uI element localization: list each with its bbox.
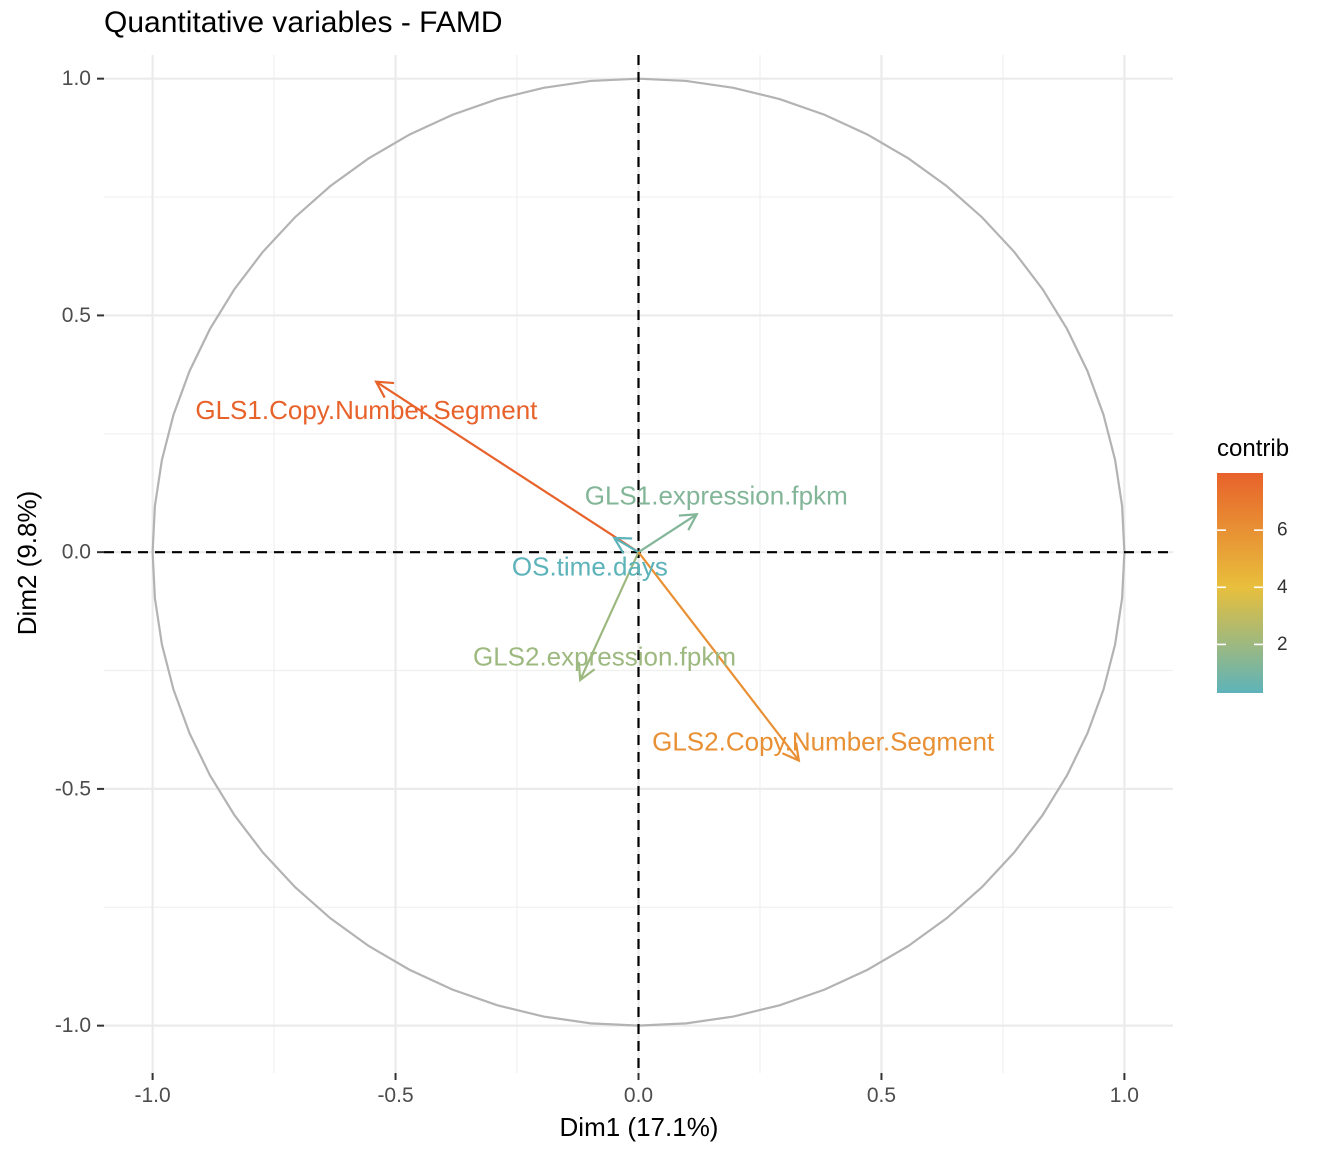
contrib-legend: contrib 2 4 6: [1217, 435, 1289, 693]
arrow-shaft: [375, 380, 640, 554]
legend-colorbar: [1217, 473, 1263, 693]
arrow-shaft: [637, 551, 800, 762]
variable-labels: GLS1.Copy.Number.Segment GLS1.expression.…: [195, 395, 995, 756]
variable-label: GLS1.Copy.Number.Segment: [195, 395, 538, 425]
x-tick-label: -1.0: [134, 1084, 170, 1107]
x-axis-ticks: -1.0 -0.5 0.0 0.5 1.0: [134, 1073, 1139, 1107]
variable-label: OS.time.days: [512, 551, 668, 581]
y-tick-label: 1.0: [62, 67, 91, 90]
variable-arrow: [577, 551, 640, 683]
legend-tick-label: 2: [1277, 634, 1288, 655]
variable-label: GLS1.expression.fpkm: [585, 480, 848, 510]
variable-label: GLS2.expression.fpkm: [473, 641, 736, 671]
y-tick-label: -0.5: [55, 777, 91, 800]
legend-tick-label: 4: [1277, 577, 1288, 598]
variable-label: GLS2.Copy.Number.Segment: [652, 727, 995, 757]
legend-ticks: 2 4 6: [1217, 520, 1288, 655]
chart-title: Quantitative variables - FAMD: [104, 6, 502, 39]
x-tick-label: 0.0: [624, 1084, 653, 1107]
y-tick-label: 0.5: [62, 304, 91, 327]
arrow-head: [374, 380, 395, 399]
legend-title: contrib: [1217, 435, 1289, 462]
x-axis-title: Dim1 (17.1%): [560, 1112, 719, 1142]
variable-arrow: [637, 513, 699, 554]
x-tick-label: 0.5: [867, 1084, 896, 1107]
unit-circle: [151, 77, 1126, 1027]
arrow-head: [612, 536, 633, 554]
arrow-shaft: [579, 551, 640, 681]
x-tick-label: -0.5: [377, 1084, 413, 1107]
variable-arrow: [612, 536, 640, 554]
arrow-head: [678, 513, 699, 531]
y-axis-ticks: -1.0 -0.5 0.0 0.5 1.0: [55, 67, 104, 1037]
variable-arrow: [374, 380, 640, 554]
x-tick-label: 1.0: [1110, 1084, 1139, 1107]
y-axis-title: Dim2 (9.8%): [12, 491, 42, 635]
arrow-shaft: [637, 513, 698, 554]
arrow-head: [781, 742, 801, 763]
legend-tick-label: 6: [1277, 520, 1288, 541]
y-tick-label: -1.0: [55, 1014, 91, 1037]
y-tick-label: 0.0: [62, 541, 91, 564]
variable-arrows: [374, 380, 801, 763]
arrow-head: [577, 661, 596, 683]
variable-arrow: [637, 551, 801, 763]
arrow-shaft: [613, 537, 640, 554]
